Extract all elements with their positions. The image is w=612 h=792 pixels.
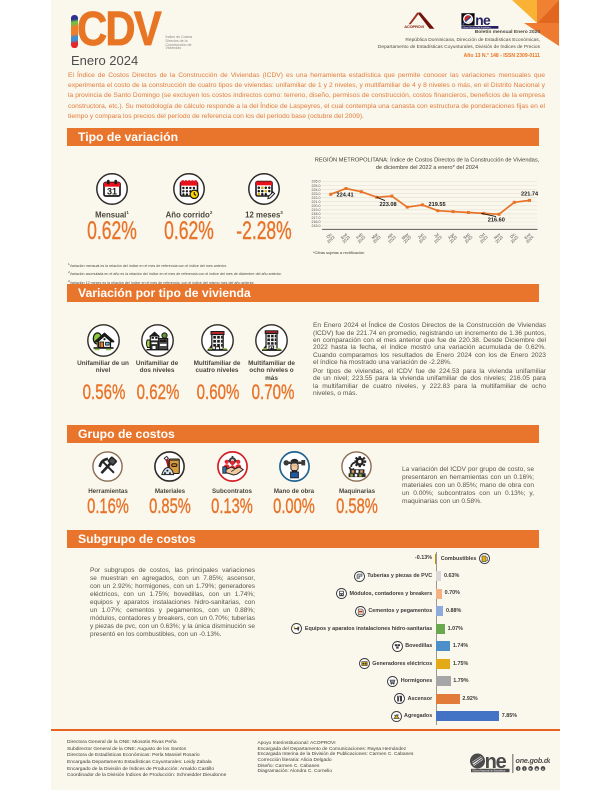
svg-text:ne: ne [475, 13, 491, 28]
svg-text:May2023: May2023 [400, 231, 413, 244]
svg-text:224.41: 224.41 [337, 192, 354, 198]
svg-text:219.0: 219.0 [312, 208, 321, 212]
svg-text:216.0: 216.0 [312, 220, 321, 224]
svg-text:221.74: 221.74 [521, 191, 539, 197]
svg-text:226.0: 226.0 [312, 180, 321, 184]
svg-text:219.55: 219.55 [429, 202, 446, 208]
svg-text:223.08: 223.08 [380, 202, 397, 208]
svg-text:Sep2023: Sep2023 [461, 231, 474, 244]
svg-text:223.0: 223.0 [312, 192, 321, 196]
svg-text:Oct2023: Oct2023 [476, 231, 489, 244]
svg-text:*Cifras sujetas a rectificació: *Cifras sujetas a rectificación [313, 250, 364, 255]
svg-text:in: in [542, 766, 545, 770]
svg-text:218.0: 218.0 [312, 212, 321, 216]
svg-text:ne: ne [485, 753, 507, 773]
svg-text:220.0: 220.0 [312, 204, 321, 208]
svg-text:31: 31 [107, 186, 117, 196]
svg-text:215.0: 215.0 [312, 224, 321, 228]
svg-text:ACOPROVI: ACOPROVI [404, 24, 424, 29]
svg-text:Dic2023: Dic2023 [507, 231, 520, 244]
svg-text:▶: ▶ [530, 767, 533, 770]
svg-text:Mar2023: Mar2023 [369, 231, 382, 244]
svg-text:Ago2023: Ago2023 [445, 231, 458, 244]
svg-text:Dic2022: Dic2022 [323, 231, 336, 244]
svg-text:222.0: 222.0 [312, 196, 321, 200]
svg-text:◉: ◉ [535, 766, 538, 770]
svg-text:Jun2023: Jun2023 [415, 231, 428, 244]
svg-text:f: f [518, 766, 520, 770]
svg-text:216.60: 216.60 [488, 218, 505, 224]
svg-text:225.0: 225.0 [312, 184, 321, 188]
svg-text:Ene2023: Ene2023 [338, 231, 351, 244]
svg-text:Jul2023: Jul2023 [430, 231, 443, 244]
svg-text:224.0: 224.0 [312, 188, 321, 192]
svg-text:t: t [524, 766, 525, 770]
svg-text:217.0: 217.0 [312, 216, 321, 220]
svg-text:Oficina Nacional de Estadístic: Oficina Nacional de Estadística [462, 26, 491, 29]
svg-text:Feb2023: Feb2023 [354, 231, 367, 244]
svg-text:one.gob.do: one.gob.do [516, 756, 551, 765]
svg-text:Abr2023: Abr2023 [384, 231, 397, 244]
svg-text:221.0: 221.0 [312, 200, 321, 204]
svg-text:Ene2024: Ene2024 [522, 231, 535, 244]
svg-text:de diciembre del 2022 a enero*: de diciembre del 2022 a enero* del 2024 [376, 165, 478, 171]
svg-text:Nov2023: Nov2023 [491, 231, 504, 244]
svg-text:Oficina Nacional de Estadístic: Oficina Nacional de Estadística [472, 769, 506, 772]
svg-text:REGIÓN METROPOLITANA: Índice d: REGIÓN METROPOLITANA: Índice de Costos D… [315, 157, 540, 164]
